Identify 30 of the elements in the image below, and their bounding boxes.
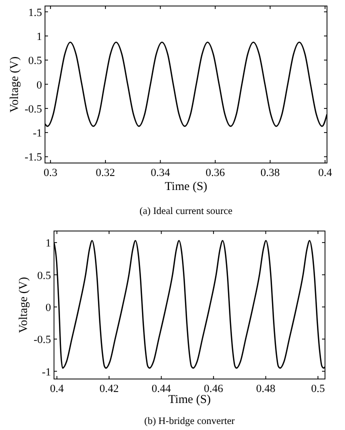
text: (a) Ideal current source	[140, 206, 234, 217]
x-tick-label: 0.32	[96, 167, 116, 179]
x-tick-label: 0.38	[260, 167, 280, 179]
y-tick-label: -0.5	[34, 334, 52, 346]
x-tick-label: 0.48	[256, 383, 276, 395]
y-tick-label: 0	[36, 79, 42, 92]
y-tick-label: -1	[42, 366, 51, 378]
y-tick-label: 1.5	[28, 6, 42, 19]
y-tick-label: -1	[32, 128, 42, 140]
x-tick-label: 0.46	[204, 383, 224, 395]
x-tick-label: 0.3	[44, 167, 58, 179]
x-tick-label: 0.4	[50, 383, 64, 395]
x-tick-label: 0.5	[311, 383, 326, 395]
x-tick-label: 0.36	[206, 167, 226, 179]
y-tick-label: 1	[46, 238, 51, 250]
x-tick-label: 0.4	[318, 167, 332, 179]
text: (b) H-bridge converter	[144, 416, 236, 427]
x-tick-label: 0.44	[152, 383, 172, 395]
x-tick-label: 0.34	[150, 167, 170, 179]
y-tick-label: 0.5	[28, 55, 42, 68]
y-axis-title: Voltage (V)	[7, 56, 21, 113]
y-axis-title: Voltage (V)	[16, 276, 30, 334]
x-axis-title: Time (S)	[164, 179, 208, 193]
x-axis-title: Time (S)	[168, 392, 211, 406]
y-tick-label: -1.5	[24, 152, 42, 164]
y-tick-label: 1	[36, 30, 42, 43]
y-tick-label: -0.5	[24, 103, 42, 116]
y-tick-label: 0	[46, 302, 52, 314]
x-tick-label: 0.42	[99, 383, 119, 395]
y-tick-label: 0.5	[37, 270, 52, 282]
